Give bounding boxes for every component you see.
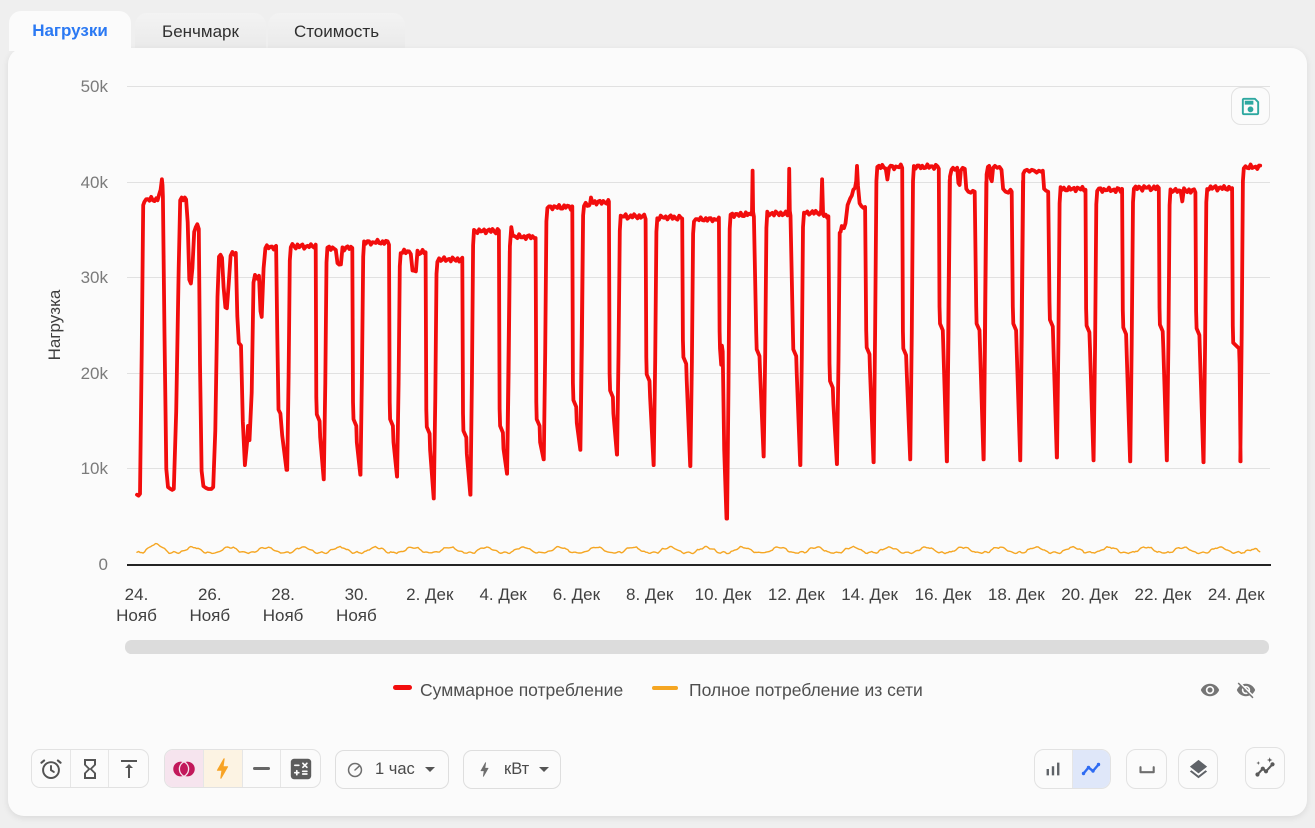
svg-text:18. Дек: 18. Дек (988, 585, 1045, 604)
svg-text:30k: 30k (81, 268, 109, 287)
svg-text:16. Дек: 16. Дек (915, 585, 972, 604)
svg-text:0: 0 (99, 555, 108, 574)
svg-text:4. Дек: 4. Дек (479, 585, 527, 604)
svg-text:14. Дек: 14. Дек (841, 585, 898, 604)
svg-text:Нагрузка: Нагрузка (45, 289, 64, 360)
svg-text:26.Нояб: 26. Нояб (189, 585, 230, 625)
svg-text:6. Дек: 6. Дек (553, 585, 601, 604)
svg-text:10k: 10k (81, 459, 109, 478)
svg-text:30.Нояб: 30. Нояб (336, 585, 377, 625)
svg-text:40k: 40k (81, 173, 109, 192)
svg-text:22. Дек: 22. Дек (1135, 585, 1192, 604)
svg-text:50k: 50k (81, 77, 109, 96)
svg-text:8. Дек: 8. Дек (626, 585, 674, 604)
svg-text:28.Нояб: 28. Нояб (263, 585, 304, 625)
svg-text:24. Дек: 24. Дек (1208, 585, 1265, 604)
svg-text:10. Дек: 10. Дек (695, 585, 752, 604)
svg-text:20. Дек: 20. Дек (1061, 585, 1118, 604)
svg-text:24.Нояб: 24. Нояб (116, 585, 157, 625)
svg-text:2. Дек: 2. Дек (406, 585, 454, 604)
svg-text:20k: 20k (81, 364, 109, 383)
svg-text:12. Дек: 12. Дек (768, 585, 825, 604)
